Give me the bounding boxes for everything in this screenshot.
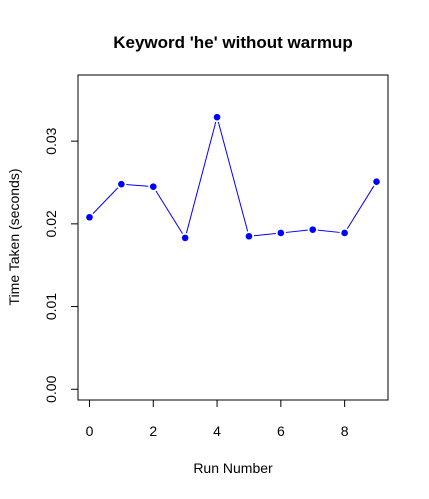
x-axis: 0 2 4 6 8 bbox=[86, 399, 349, 439]
y-tick-label: 0.02 bbox=[43, 210, 59, 237]
series-line-segment bbox=[317, 229, 340, 233]
y-tick-label: 0.03 bbox=[43, 127, 59, 154]
series-line-segment bbox=[92, 187, 119, 214]
y-tick-label: 0.00 bbox=[43, 375, 59, 402]
x-tick-label: 8 bbox=[341, 423, 349, 439]
x-axis-label: Run Number bbox=[193, 460, 273, 476]
data-point bbox=[309, 226, 317, 233]
data-point bbox=[213, 113, 221, 121]
series-line-segment bbox=[126, 184, 149, 187]
series-line-segment bbox=[253, 232, 276, 237]
chart-title: Keyword 'he' without warmup bbox=[113, 33, 353, 52]
data-series bbox=[86, 113, 380, 242]
series-line-segment bbox=[285, 229, 308, 233]
data-point bbox=[86, 213, 93, 221]
data-point bbox=[149, 183, 157, 190]
x-tick-label: 0 bbox=[86, 423, 94, 439]
data-point bbox=[341, 229, 348, 237]
data-point bbox=[277, 229, 285, 237]
x-tick-label: 4 bbox=[213, 423, 221, 439]
series-line-segment bbox=[217, 121, 249, 232]
data-point bbox=[181, 234, 189, 242]
y-axis-label: Time Taken (seconds) bbox=[6, 169, 22, 306]
y-axis: 0.00 0.01 0.02 0.03 bbox=[43, 127, 79, 403]
y-tick-label: 0.01 bbox=[43, 293, 59, 320]
x-tick-label: 2 bbox=[149, 423, 157, 439]
series-line-segment bbox=[185, 121, 217, 234]
x-tick-label: 6 bbox=[277, 423, 285, 439]
series-line-segment bbox=[346, 185, 375, 229]
series-line-segment bbox=[155, 190, 183, 234]
data-point bbox=[118, 180, 125, 188]
data-point bbox=[373, 178, 380, 185]
data-point bbox=[245, 232, 253, 240]
plot-area bbox=[77, 74, 389, 401]
